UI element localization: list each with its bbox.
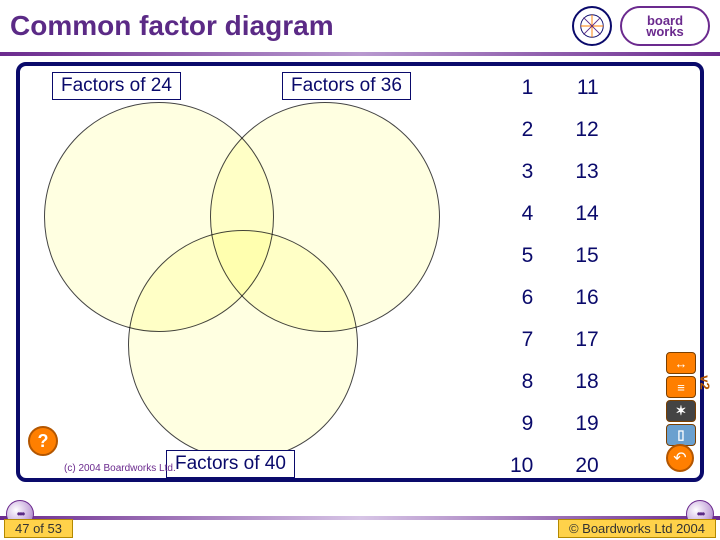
diagram-stage: Factors of 24 Factors of 36 Factors of 4… [16, 62, 704, 482]
help-button[interactable]: ? [28, 426, 58, 456]
number-token[interactable]: 11 [577, 76, 599, 100]
footer-copyright: © Boardworks Ltd 2004 [558, 519, 716, 538]
bin-tool[interactable]: ▯ [666, 424, 696, 446]
move-tool[interactable]: ↔ [666, 352, 696, 374]
number-token[interactable]: 5 [522, 244, 534, 268]
number-pool: 12345678910 11121314151617181920 [510, 76, 599, 478]
undo-button[interactable]: ↶ [666, 444, 694, 472]
number-col-2: 11 12 13 14 15 16 17 18 19 20 [575, 76, 598, 478]
label-factors-24: Factors of 24 [52, 72, 181, 100]
brand-bottom: works [646, 24, 684, 39]
number-token[interactable]: 19 [575, 412, 598, 436]
venn-circle-c[interactable] [128, 230, 358, 460]
color-tool[interactable]: ≡ [666, 376, 696, 398]
number-token[interactable]: 4 [522, 202, 534, 226]
label-factors-40: Factors of 40 [166, 450, 295, 478]
number-token[interactable]: 12 [575, 118, 598, 142]
number-token[interactable]: 14 [575, 202, 598, 226]
toolbox: ↔≡✶▯ [666, 352, 696, 446]
number-token[interactable]: 1 [522, 76, 534, 100]
number-token[interactable]: 9 [522, 412, 534, 436]
number-token[interactable]: 18 [575, 370, 598, 394]
number-token[interactable]: 13 [575, 160, 598, 184]
header-bar: Common factor diagram board works [0, 0, 720, 56]
number-token[interactable]: 15 [575, 244, 598, 268]
star-tool[interactable]: ✶ [666, 400, 696, 422]
number-token[interactable]: 20 [575, 454, 598, 478]
number-token[interactable]: 17 [575, 328, 598, 352]
page-indicator: 47 of 53 [4, 519, 73, 538]
number-col-1: 1 2 3 4 5 6 7 8 9 10 [510, 76, 533, 478]
brand-logo: board works [620, 6, 710, 46]
number-token[interactable]: 16 [575, 286, 598, 310]
inner-copyright: (c) 2004 Boardworks Ltd. [64, 463, 176, 474]
number-token[interactable]: 2 [522, 118, 534, 142]
number-token[interactable]: 6 [522, 286, 534, 310]
side-text: v2 [697, 375, 712, 389]
logo-group: board works [572, 6, 710, 46]
globe-icon [572, 6, 612, 46]
page-title: Common factor diagram [10, 10, 334, 42]
number-token[interactable]: 7 [522, 328, 534, 352]
label-factors-36: Factors of 36 [282, 72, 411, 100]
number-token[interactable]: 3 [522, 160, 534, 184]
number-token[interactable]: 8 [522, 370, 534, 394]
number-token[interactable]: 10 [510, 454, 533, 478]
